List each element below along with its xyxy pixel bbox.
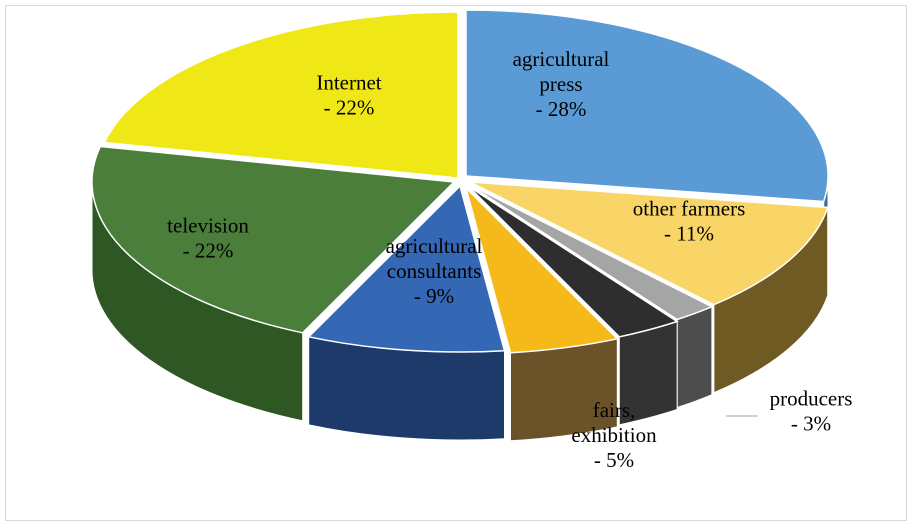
- slice-label-line: television: [167, 214, 249, 238]
- slice-label-line: consultants: [387, 259, 482, 283]
- slice-other-farmers: [469, 181, 829, 306]
- chart-area: agricultural press - 28% other farmers - 11%…: [5, 5, 907, 521]
- pie-chart: agricultural press - 28%other farmers - 11%…: [91, 9, 852, 472]
- slice-label-line: - 28%: [536, 97, 587, 121]
- slice-label-line: - 11%: [664, 222, 714, 246]
- slice-label-other-farmers: other farmers - 11%: [633, 197, 746, 246]
- slice-labels: agricultural press - 28%other farmers - 11%…: [167, 47, 852, 472]
- slice-label-line: - 3%: [791, 412, 831, 436]
- slice-internet: [103, 11, 459, 179]
- slice-label-line: - 22%: [324, 96, 375, 120]
- slice-label-line: agricultural: [513, 47, 610, 71]
- slice-label-line: - 22%: [183, 239, 234, 263]
- slice-label-producers: producers - 3%: [770, 387, 853, 436]
- slice-agricultural-consultants: [307, 184, 506, 353]
- slice-fairs-exhibition: [464, 185, 619, 354]
- slice-label-internet: Internet - 22%: [316, 71, 381, 120]
- slice-label-line: press: [539, 72, 582, 96]
- slice-label-line: agricultural: [386, 234, 483, 258]
- slice-label-line: Internet: [316, 71, 381, 95]
- slice-label-line: other farmers: [633, 197, 746, 221]
- slice-label-agricultural-press: agricultural press - 28%: [513, 47, 610, 121]
- slice-label-line: exhibition: [571, 423, 657, 447]
- slice-unlabeled: [467, 183, 714, 321]
- slice-sides: [91, 175, 829, 442]
- slice-label-line: - 9%: [414, 284, 454, 308]
- slice-label-line: producers: [770, 387, 853, 411]
- slice-side-unlabeled: [676, 305, 713, 409]
- slice-label-agricultural-consultants: agricultural consultants - 9%: [386, 234, 483, 308]
- slice-label-line: - 5%: [594, 448, 634, 472]
- slice-tops: [91, 9, 829, 354]
- slice-producers: [467, 185, 679, 338]
- slice-label-line: fairs,: [593, 398, 636, 422]
- slice-label-fairs-exhibition: fairs, exhibition - 5%: [571, 398, 657, 472]
- slice-label-television: television - 22%: [167, 214, 249, 263]
- slice-agricultural-press: [465, 9, 829, 203]
- slice-television: [91, 145, 456, 334]
